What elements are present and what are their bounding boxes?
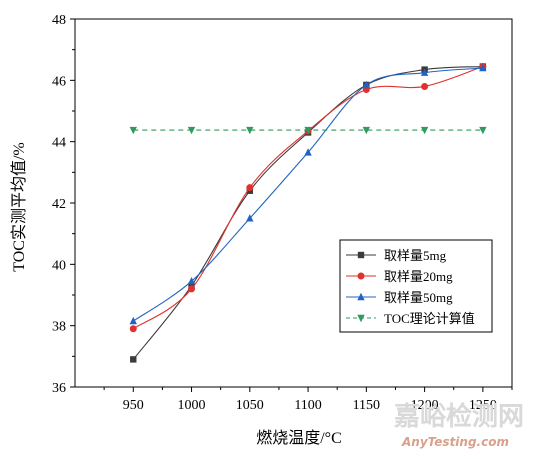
legend-item: 取样量50mg: [346, 290, 453, 305]
data-point: [479, 126, 487, 135]
y-tick-label: 42: [52, 197, 66, 212]
data-point: [187, 277, 196, 285]
axes: 950 1000 1050 1100 1150 1200 1250 36 38 40 42 44 46 4…: [52, 13, 513, 413]
data-point: [130, 356, 137, 363]
data-point: [129, 316, 137, 325]
y-tick-label: 36: [52, 381, 66, 396]
data-point: [420, 126, 429, 135]
x-tick-label: 950: [123, 398, 144, 413]
data-point: [304, 148, 312, 156]
y-axis-title: TOC实测平均值/%: [10, 142, 28, 272]
watermark-en: AnyTesting.com: [401, 435, 509, 449]
data-point: [479, 63, 487, 72]
x-tick-label: 1150: [353, 398, 380, 413]
series-layer: [129, 63, 487, 363]
y-tick-label: 48: [52, 13, 66, 28]
legend-marker: [357, 314, 365, 323]
legend-label: 取样量50mg: [384, 290, 453, 305]
legend-item: TOC理论计算值: [346, 311, 475, 326]
y-tick-label: 40: [52, 258, 66, 273]
data-point: [420, 68, 429, 76]
legend-marker: [357, 272, 365, 280]
y-tick-label: 46: [52, 74, 66, 89]
x-tick-label: 1100: [294, 398, 321, 413]
legend-label: TOC理论计算值: [384, 311, 475, 326]
legend-label: 取样量5mg: [384, 248, 447, 263]
data-point: [246, 214, 254, 222]
legend-item: 取样量20mg: [346, 269, 453, 284]
data-point: [304, 126, 312, 135]
series-3: [129, 63, 487, 325]
data-point: [246, 126, 254, 135]
x-axis-title: 燃烧温度/°C: [256, 429, 342, 447]
series-4: [129, 126, 487, 135]
data-point: [188, 285, 196, 293]
series-2: [129, 63, 487, 333]
data-point: [246, 184, 254, 192]
y-tick-label: 44: [52, 136, 66, 151]
data-point: [362, 80, 371, 89]
watermark-cn: 嘉峪检测网: [394, 401, 524, 432]
legend-marker: [357, 292, 365, 301]
legend-item: 取样量5mg: [346, 248, 447, 263]
legend-marker: [357, 251, 365, 259]
x-tick-label: 1200: [411, 398, 439, 413]
data-point: [362, 126, 371, 135]
data-point: [129, 325, 137, 333]
x-tick-label: 1250: [469, 398, 497, 413]
legend-label: 取样量20mg: [384, 269, 453, 284]
x-tick-label: 1000: [178, 398, 206, 413]
data-point: [187, 126, 196, 135]
y-tick-label: 38: [52, 320, 66, 335]
data-point: [421, 82, 429, 90]
data-point: [129, 126, 137, 135]
x-tick-label: 1050: [236, 398, 264, 413]
legend: 取样量5mg 取样量20mg 取样量50mg TOC理论计算值: [339, 239, 493, 333]
